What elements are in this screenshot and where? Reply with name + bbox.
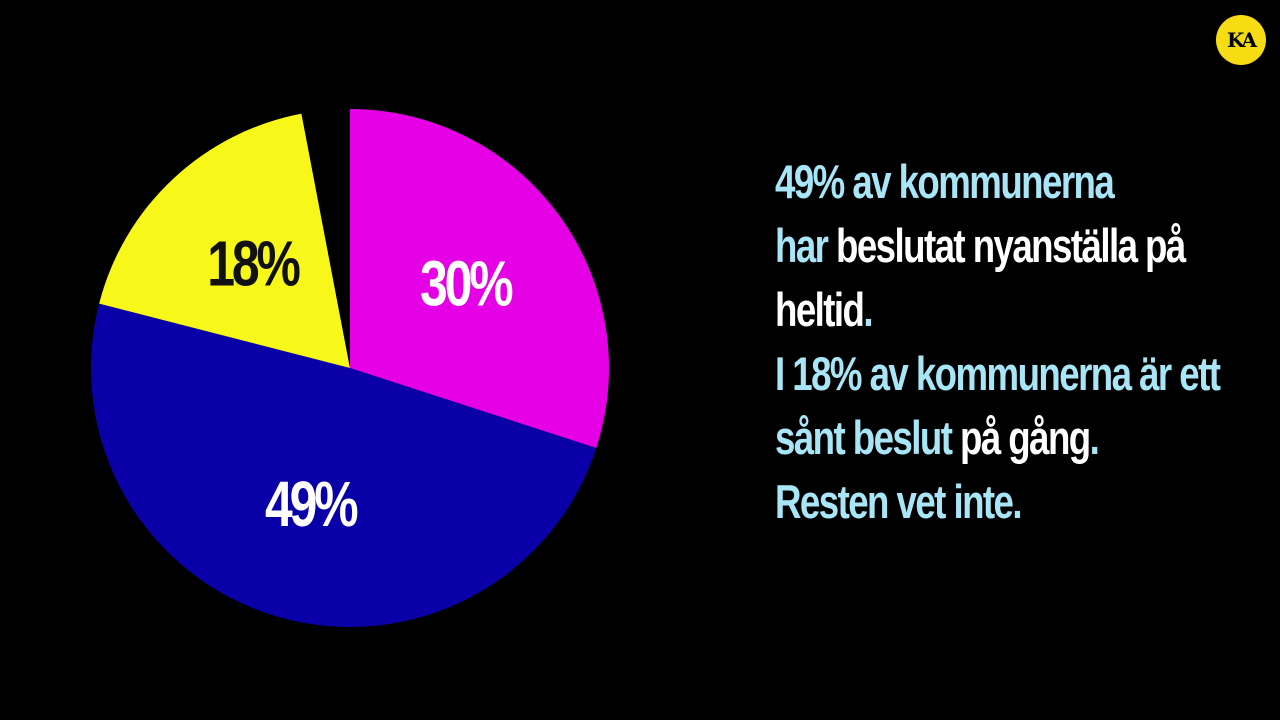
pie-slice-label-0: 30% [420,249,513,320]
logo-text: KA [1226,28,1257,52]
pie-slice-label-1: 49% [265,469,358,540]
pie-chart: 30% 49% 18% [91,109,609,627]
caption-text: Resten vet inte. [775,475,1023,528]
logo: KA [1216,15,1266,65]
caption-line-1: 49% av kommunerna [775,150,1157,214]
pie-slice-0 [350,109,609,449]
caption-line-4: I 18% av kommunerna är ett [775,342,1221,406]
pie-slice-1 [91,303,597,627]
caption-text: 49% av kommunerna [775,155,1115,208]
caption: 49% av kommunerna har beslutat nyanställ… [775,150,1221,534]
caption-line-6: Resten vet inte. [775,470,1157,534]
caption-text: . [863,283,873,336]
caption-line-5: sånt beslut på gång. [775,406,1157,470]
caption-text: har [775,219,829,272]
caption-line-3: heltid. [775,278,1157,342]
pie-slice-label-2: 18% [207,228,300,299]
caption-text: I 18% av kommunerna är ett [775,347,1221,400]
caption-line-2: har beslutat nyanställa på [775,214,1186,278]
pie-slice-2 [99,113,350,368]
caption-text: heltid [775,283,865,336]
caption-text: sånt beslut [775,411,953,464]
pie-slice-3 [301,109,350,368]
caption-text: på gång [951,411,1091,464]
caption-text: . [1089,411,1100,464]
caption-text: beslutat nyanställa på [827,219,1186,272]
